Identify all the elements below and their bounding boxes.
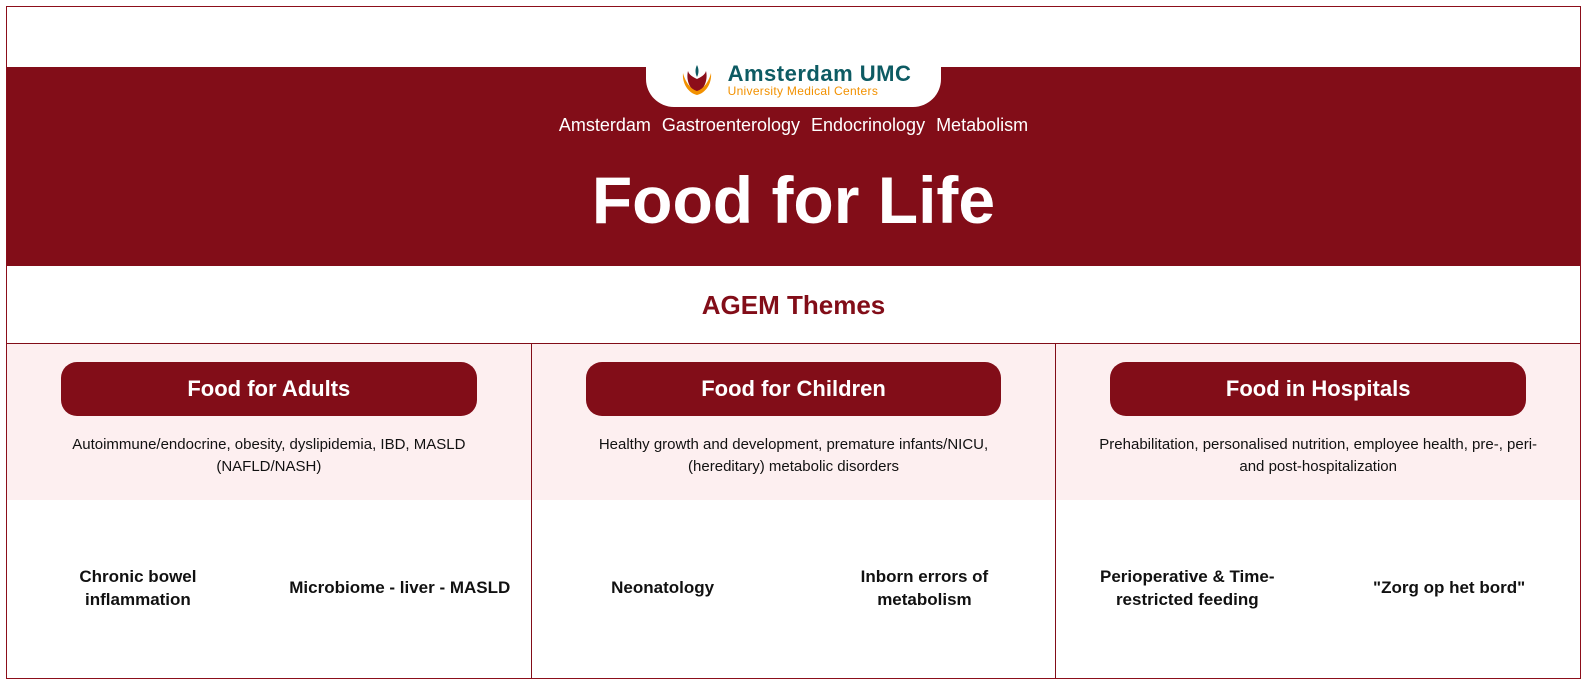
column-adults: Food for Adults Autoimmune/endocrine, ob… (7, 344, 531, 678)
tulip-icon (676, 59, 718, 101)
pill-adults: Food for Adults (61, 362, 477, 416)
banner-subtitle: Amsterdam Gastroenterology Endocrinology… (7, 115, 1580, 136)
logo-sub: University Medical Centers (728, 85, 912, 98)
sub-hospitals-1: "Zorg op het bord" (1318, 559, 1580, 618)
pill-hospitals: Food in Hospitals (1110, 362, 1526, 416)
themes-heading: AGEM Themes (7, 266, 1580, 344)
logo-pill: Amsterdam UMC University Medical Centers (646, 51, 942, 107)
column-bottom: Neonatology Inborn errors of metabolism (532, 500, 1056, 679)
logo-row: Amsterdam UMC University Medical Centers (7, 7, 1580, 67)
banner-title: Food for Life (7, 162, 1580, 238)
desc-adults: Autoimmune/endocrine, obesity, dyslipide… (31, 434, 507, 478)
column-hospitals: Food in Hospitals Prehabilitation, perso… (1055, 344, 1580, 678)
logo-main: Amsterdam UMC (728, 62, 912, 85)
column-children: Food for Children Healthy growth and dev… (531, 344, 1056, 678)
sub-adults-1: Microbiome - liver - MASLD (269, 559, 531, 618)
columns: Food for Adults Autoimmune/endocrine, ob… (7, 344, 1580, 678)
sub-adults-0: Chronic bowel inflammation (7, 548, 269, 630)
sub-children-0: Neonatology (532, 559, 794, 618)
column-top: Food for Adults Autoimmune/endocrine, ob… (7, 344, 531, 500)
infographic-frame: Amsterdam UMC University Medical Centers… (6, 6, 1581, 679)
column-bottom: Chronic bowel inflammation Microbiome - … (7, 500, 531, 679)
logo-text: Amsterdam UMC University Medical Centers (728, 62, 912, 98)
pill-children: Food for Children (586, 362, 1002, 416)
desc-children: Healthy growth and development, prematur… (556, 434, 1032, 478)
sub-children-1: Inborn errors of metabolism (794, 548, 1056, 630)
column-top: Food for Children Healthy growth and dev… (532, 344, 1056, 500)
column-bottom: Perioperative & Time-restricted feeding … (1056, 500, 1580, 679)
sub-hospitals-0: Perioperative & Time-restricted feeding (1056, 548, 1318, 630)
desc-hospitals: Prehabilitation, personalised nutrition,… (1080, 434, 1556, 478)
column-top: Food in Hospitals Prehabilitation, perso… (1056, 344, 1580, 500)
